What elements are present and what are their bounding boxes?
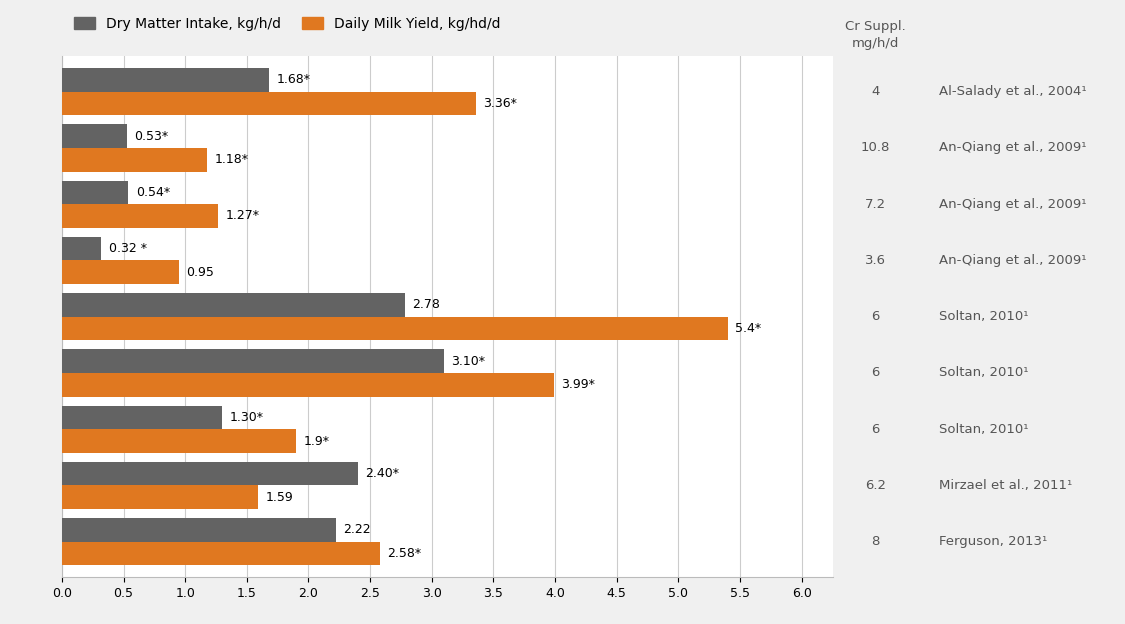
Text: An-Qiang et al., 2009¹: An-Qiang et al., 2009¹ [939,254,1087,267]
Text: 0.53*: 0.53* [135,130,169,142]
Text: 1.59: 1.59 [266,491,294,504]
Text: 6: 6 [871,366,880,379]
Text: 2.22: 2.22 [343,524,370,537]
Bar [62,518,335,542]
Bar [62,124,127,148]
Text: Soltan, 2010¹: Soltan, 2010¹ [939,422,1029,436]
Text: Soltan, 2010¹: Soltan, 2010¹ [939,366,1029,379]
Text: 0.54*: 0.54* [136,186,170,199]
Bar [62,485,258,509]
Text: 5.4*: 5.4* [735,322,762,335]
Bar [62,260,179,284]
Bar [62,180,128,204]
Text: 3.6: 3.6 [865,254,885,267]
Bar [62,406,222,429]
Text: 10.8: 10.8 [861,142,890,154]
Text: Al-Salady et al., 2004¹: Al-Salady et al., 2004¹ [939,85,1087,98]
Text: 8: 8 [871,535,880,548]
Bar [62,429,296,453]
Text: 3.10*: 3.10* [451,354,486,368]
Bar [62,317,728,340]
Text: 7.2: 7.2 [865,198,885,211]
Bar [62,349,444,373]
Text: 0.95: 0.95 [187,266,214,279]
Bar [62,462,358,485]
Text: 6: 6 [871,422,880,436]
Text: 6.2: 6.2 [865,479,885,492]
Text: Mirzael et al., 2011¹: Mirzael et al., 2011¹ [939,479,1072,492]
Bar [62,373,554,397]
Text: Ferguson, 2013¹: Ferguson, 2013¹ [939,535,1047,548]
Legend: Dry Matter Intake, kg/h/d, Daily Milk Yield, kg/hd/d: Dry Matter Intake, kg/h/d, Daily Milk Yi… [69,11,506,36]
Text: 3.99*: 3.99* [561,378,595,391]
Text: 1.68*: 1.68* [277,73,310,86]
Bar [62,293,405,317]
Text: An-Qiang et al., 2009¹: An-Qiang et al., 2009¹ [939,142,1087,154]
Text: 1.9*: 1.9* [304,434,330,447]
Text: 2.78: 2.78 [412,298,440,311]
Bar [62,204,218,228]
Bar [62,148,207,172]
Text: Cr Suppl.
mg/h/d: Cr Suppl. mg/h/d [845,20,906,50]
Text: 2.58*: 2.58* [387,547,422,560]
Text: 1.18*: 1.18* [215,154,249,166]
Text: 4: 4 [871,85,880,98]
Text: 3.36*: 3.36* [484,97,518,110]
Text: 1.27*: 1.27* [226,210,260,223]
Text: Soltan, 2010¹: Soltan, 2010¹ [939,310,1029,323]
Text: 1.30*: 1.30* [229,411,263,424]
Bar [62,92,476,115]
Text: 0.32 *: 0.32 * [109,242,146,255]
Bar [62,236,101,260]
Text: 6: 6 [871,310,880,323]
Text: An-Qiang et al., 2009¹: An-Qiang et al., 2009¹ [939,198,1087,211]
Bar [62,68,269,92]
Text: 2.40*: 2.40* [366,467,399,480]
Bar [62,542,380,565]
